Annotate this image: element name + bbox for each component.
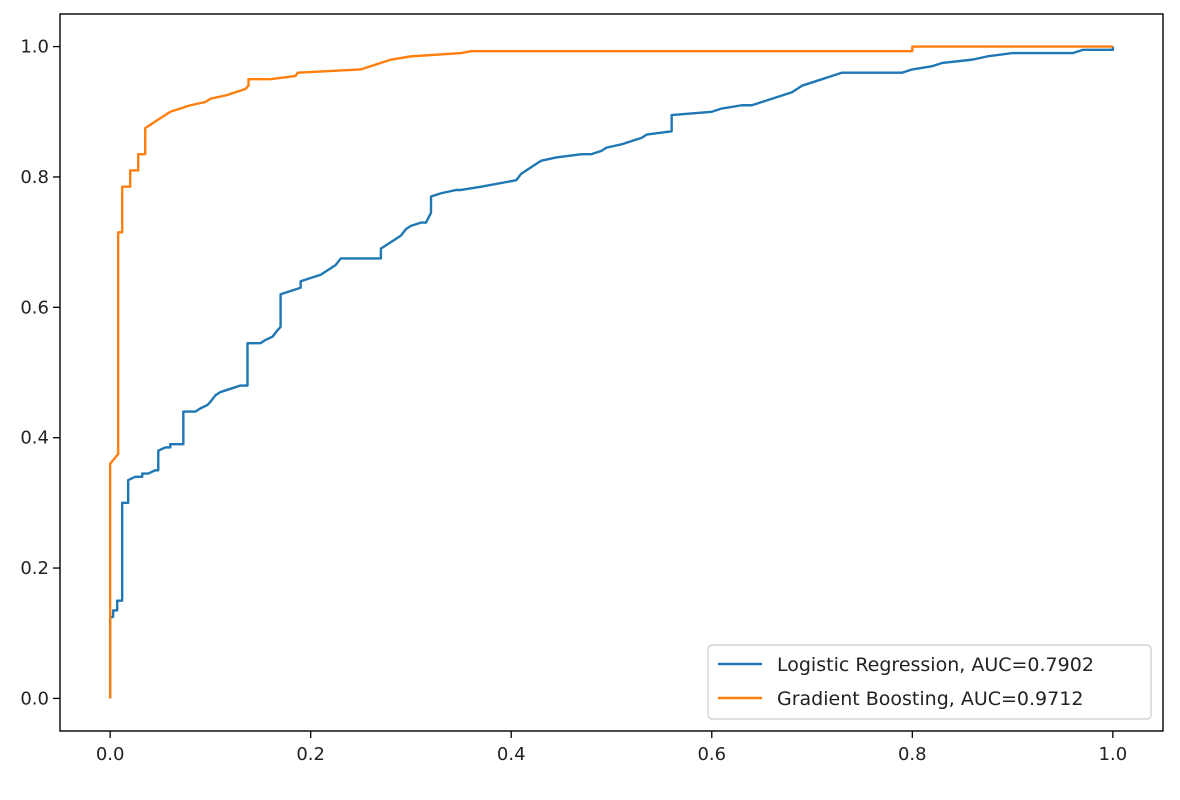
x-tick-label: 1.0	[1099, 744, 1128, 765]
x-axis: 0.0 0.2 0.4 0.6 0.8 1.0	[96, 731, 1127, 765]
y-tick-label: 0.8	[20, 167, 49, 188]
plot-frame	[59, 13, 1164, 732]
x-tick-label: 0.2	[296, 744, 325, 765]
y-tick-label: 1.0	[20, 37, 49, 58]
y-axis: 0.0 0.2 0.4 0.6 0.8 1.0	[20, 37, 60, 709]
x-tick-label: 0.4	[497, 744, 526, 765]
x-tick-label: 0.6	[697, 744, 726, 765]
y-tick-label: 0.2	[20, 558, 49, 579]
y-tick-label: 0.4	[20, 428, 49, 449]
series-line-logistic-regression	[108, 46, 1115, 699]
y-tick-label: 0.0	[20, 688, 49, 709]
legend-label-gradient-boosting: Gradient Boosting, AUC=0.9712	[777, 688, 1083, 710]
x-tick-label: 0.8	[898, 744, 927, 765]
series-line-gradient-boosting	[108, 45, 1113, 699]
plot-area	[60, 14, 1163, 731]
legend-label-logistic-regression: Logistic Regression, AUC=0.7902	[777, 654, 1094, 676]
series-lines	[108, 45, 1115, 699]
y-tick-label: 0.6	[20, 297, 49, 318]
x-tick-label: 0.0	[96, 744, 125, 765]
legend-box	[707, 644, 1152, 720]
legend: Logistic Regression, AUC=0.7902 Gradient…	[707, 644, 1152, 720]
